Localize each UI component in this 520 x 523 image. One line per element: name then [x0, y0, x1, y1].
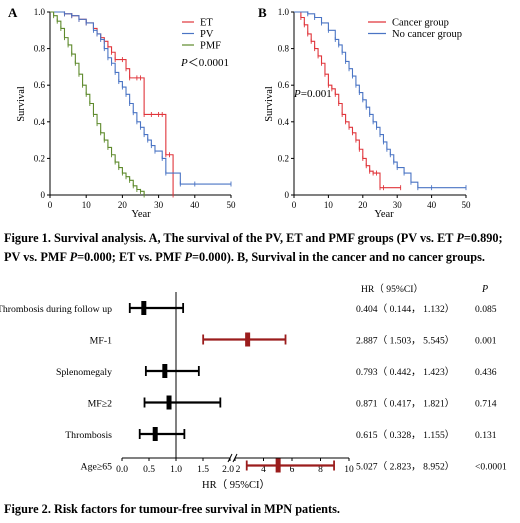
- p-value-text: 0.131: [475, 430, 497, 441]
- survival-chart-b: B Survival Year P=0.001 0 10 20 30 40 50 0 0.2 0…: [258, 5, 472, 220]
- hr-point: [162, 364, 168, 378]
- caption-p: P: [69, 250, 78, 264]
- hr-ci-text: 0.615（ 0.328， 1.155）: [356, 429, 454, 441]
- x-tick-label: 50: [227, 200, 237, 210]
- y-tick-label: 0.6: [278, 80, 290, 90]
- caption-text: PV vs. PMF: [4, 250, 70, 264]
- y-tick-label: 0.4: [278, 117, 290, 127]
- x-tick-label: 2.0: [222, 465, 234, 475]
- figure1-caption: Figure 1. Survival analysis. A, The surv…: [4, 229, 520, 267]
- p-value-text: <0.0001: [475, 462, 507, 473]
- p-value-text: 0.436: [475, 367, 497, 378]
- y-tick-label: 0.8: [278, 44, 290, 54]
- hr-ci-text: 5.027（ 2.823， 8.952）: [356, 461, 454, 473]
- x-tick-label: 2: [236, 465, 241, 475]
- caption-text: =0.890;: [463, 231, 503, 245]
- x-tick-label: 1.5: [197, 465, 209, 475]
- legend-label: PV: [200, 29, 214, 40]
- x-tick-label: 40: [190, 200, 200, 210]
- x-tick-label: 30: [393, 200, 403, 210]
- x-tick-label: 8: [318, 465, 323, 475]
- x-tick-label: 4: [261, 465, 266, 475]
- p-column-header: P: [481, 284, 488, 295]
- p-value: =0.001: [301, 88, 332, 100]
- hr-ci-text: 0.793（ 0.442， 1.423）: [356, 366, 454, 378]
- survival-chart-a: A Survival Year P＜0.0001 0 10 20 30 40 50 0 0.2…: [8, 5, 237, 220]
- x-tick-label: 10: [82, 200, 92, 210]
- x-tick-label: 6: [290, 465, 295, 475]
- y-tick-label: 1.0: [34, 7, 46, 17]
- hr-ci-text: 0.871（ 0.417， 1.821）: [356, 398, 454, 410]
- hr-point: [275, 458, 281, 473]
- x-tick-label: 30: [154, 200, 164, 210]
- x-tick-label: 1.0: [170, 465, 182, 475]
- hr-ci-text: 2.887（ 1.503， 5.545）: [356, 335, 454, 347]
- caption-text: =0.000). B, Survival in the cancer and n…: [192, 250, 485, 264]
- hr-ci-text: 0.404（ 0.144， 1.132）: [356, 303, 454, 315]
- hr-point: [152, 427, 158, 441]
- panel-label-a: A: [8, 5, 18, 20]
- survival-curve-no-cancer-group: [294, 11, 466, 189]
- hr-column-header: HR（ 95%CI）: [361, 283, 423, 295]
- p-value-text: 0.714: [475, 399, 497, 410]
- forest-plot: HR（ 95%CI） P HR（ 95%CI） 0.0 0.5 1.0 1.5 2.0 2…: [0, 283, 507, 491]
- x-axis-label: Year: [131, 209, 151, 220]
- row-label: Thrombosis during follow up: [0, 304, 112, 315]
- y-tick-label: 0: [41, 190, 46, 200]
- p-value-text: 0.001: [475, 336, 497, 347]
- hr-point: [245, 332, 251, 347]
- x-tick-label: 10: [344, 465, 354, 475]
- caption-line-1: Figure 1. Survival analysis. A, The surv…: [4, 229, 520, 248]
- x-tick-label: 0: [292, 200, 297, 210]
- figure2-caption: Figure 2. Risk factors for tumour-free s…: [4, 500, 340, 519]
- row-label: MF≥2: [88, 399, 113, 410]
- p-value-annotation: P＜0.0001: [180, 57, 229, 69]
- row-label: Age≥65: [81, 462, 113, 473]
- p-value-text: 0.085: [475, 304, 497, 315]
- legend-label: ET: [200, 18, 213, 29]
- x-tick-label: 0: [48, 200, 53, 210]
- row-label: Splenomegaly: [56, 367, 112, 378]
- y-axis-label: Survival: [264, 86, 275, 122]
- y-tick-label: 0.6: [34, 80, 46, 90]
- x-axis-label: HR（ 95%CI）: [202, 479, 270, 491]
- caption-text: =0.000; ET vs. PMF: [77, 250, 185, 264]
- p-value-annotation: P=0.001: [293, 88, 332, 100]
- p-value: ＜0.0001: [188, 57, 229, 69]
- hr-point: [141, 301, 147, 315]
- y-tick-label: 0: [285, 190, 290, 200]
- x-tick-label: 40: [427, 200, 437, 210]
- row-label: Thrombosis: [65, 430, 112, 441]
- y-tick-label: 1.0: [278, 7, 290, 17]
- row-label: MF-1: [90, 336, 112, 347]
- p-symbol: P: [293, 88, 301, 100]
- caption-text: Figure 1. Survival analysis. A, The surv…: [4, 231, 457, 245]
- x-axis-label: Year: [374, 209, 394, 220]
- x-tick-label: 10: [324, 200, 334, 210]
- y-tick-label: 0.2: [34, 153, 45, 163]
- legend-label: No cancer group: [392, 29, 462, 40]
- x-tick-label: 50: [462, 200, 472, 210]
- caption-p: P: [456, 231, 464, 245]
- legend-label: Cancer group: [392, 18, 449, 29]
- hr-point: [166, 395, 172, 410]
- y-tick-label: 0.8: [34, 44, 46, 54]
- x-tick-label: 0.5: [143, 465, 155, 475]
- caption-p: P: [184, 250, 193, 264]
- x-tick-label: 20: [118, 200, 128, 210]
- x-tick-label: 20: [358, 200, 368, 210]
- x-tick-label: 0.0: [116, 465, 128, 475]
- p-symbol: P: [180, 57, 188, 69]
- y-tick-label: 0.2: [278, 153, 289, 163]
- legend-label: PMF: [200, 41, 221, 52]
- panel-label-b: B: [258, 5, 267, 20]
- caption-line-2: PV vs. PMF P=0.000; ET vs. PMF P=0.000).…: [4, 248, 520, 267]
- y-tick-label: 0.4: [34, 117, 46, 127]
- y-axis-label: Survival: [16, 86, 27, 122]
- survival-curve-cancer-group: [294, 11, 401, 189]
- caption-text: Figure 2. Risk factors for tumour-free s…: [4, 502, 340, 516]
